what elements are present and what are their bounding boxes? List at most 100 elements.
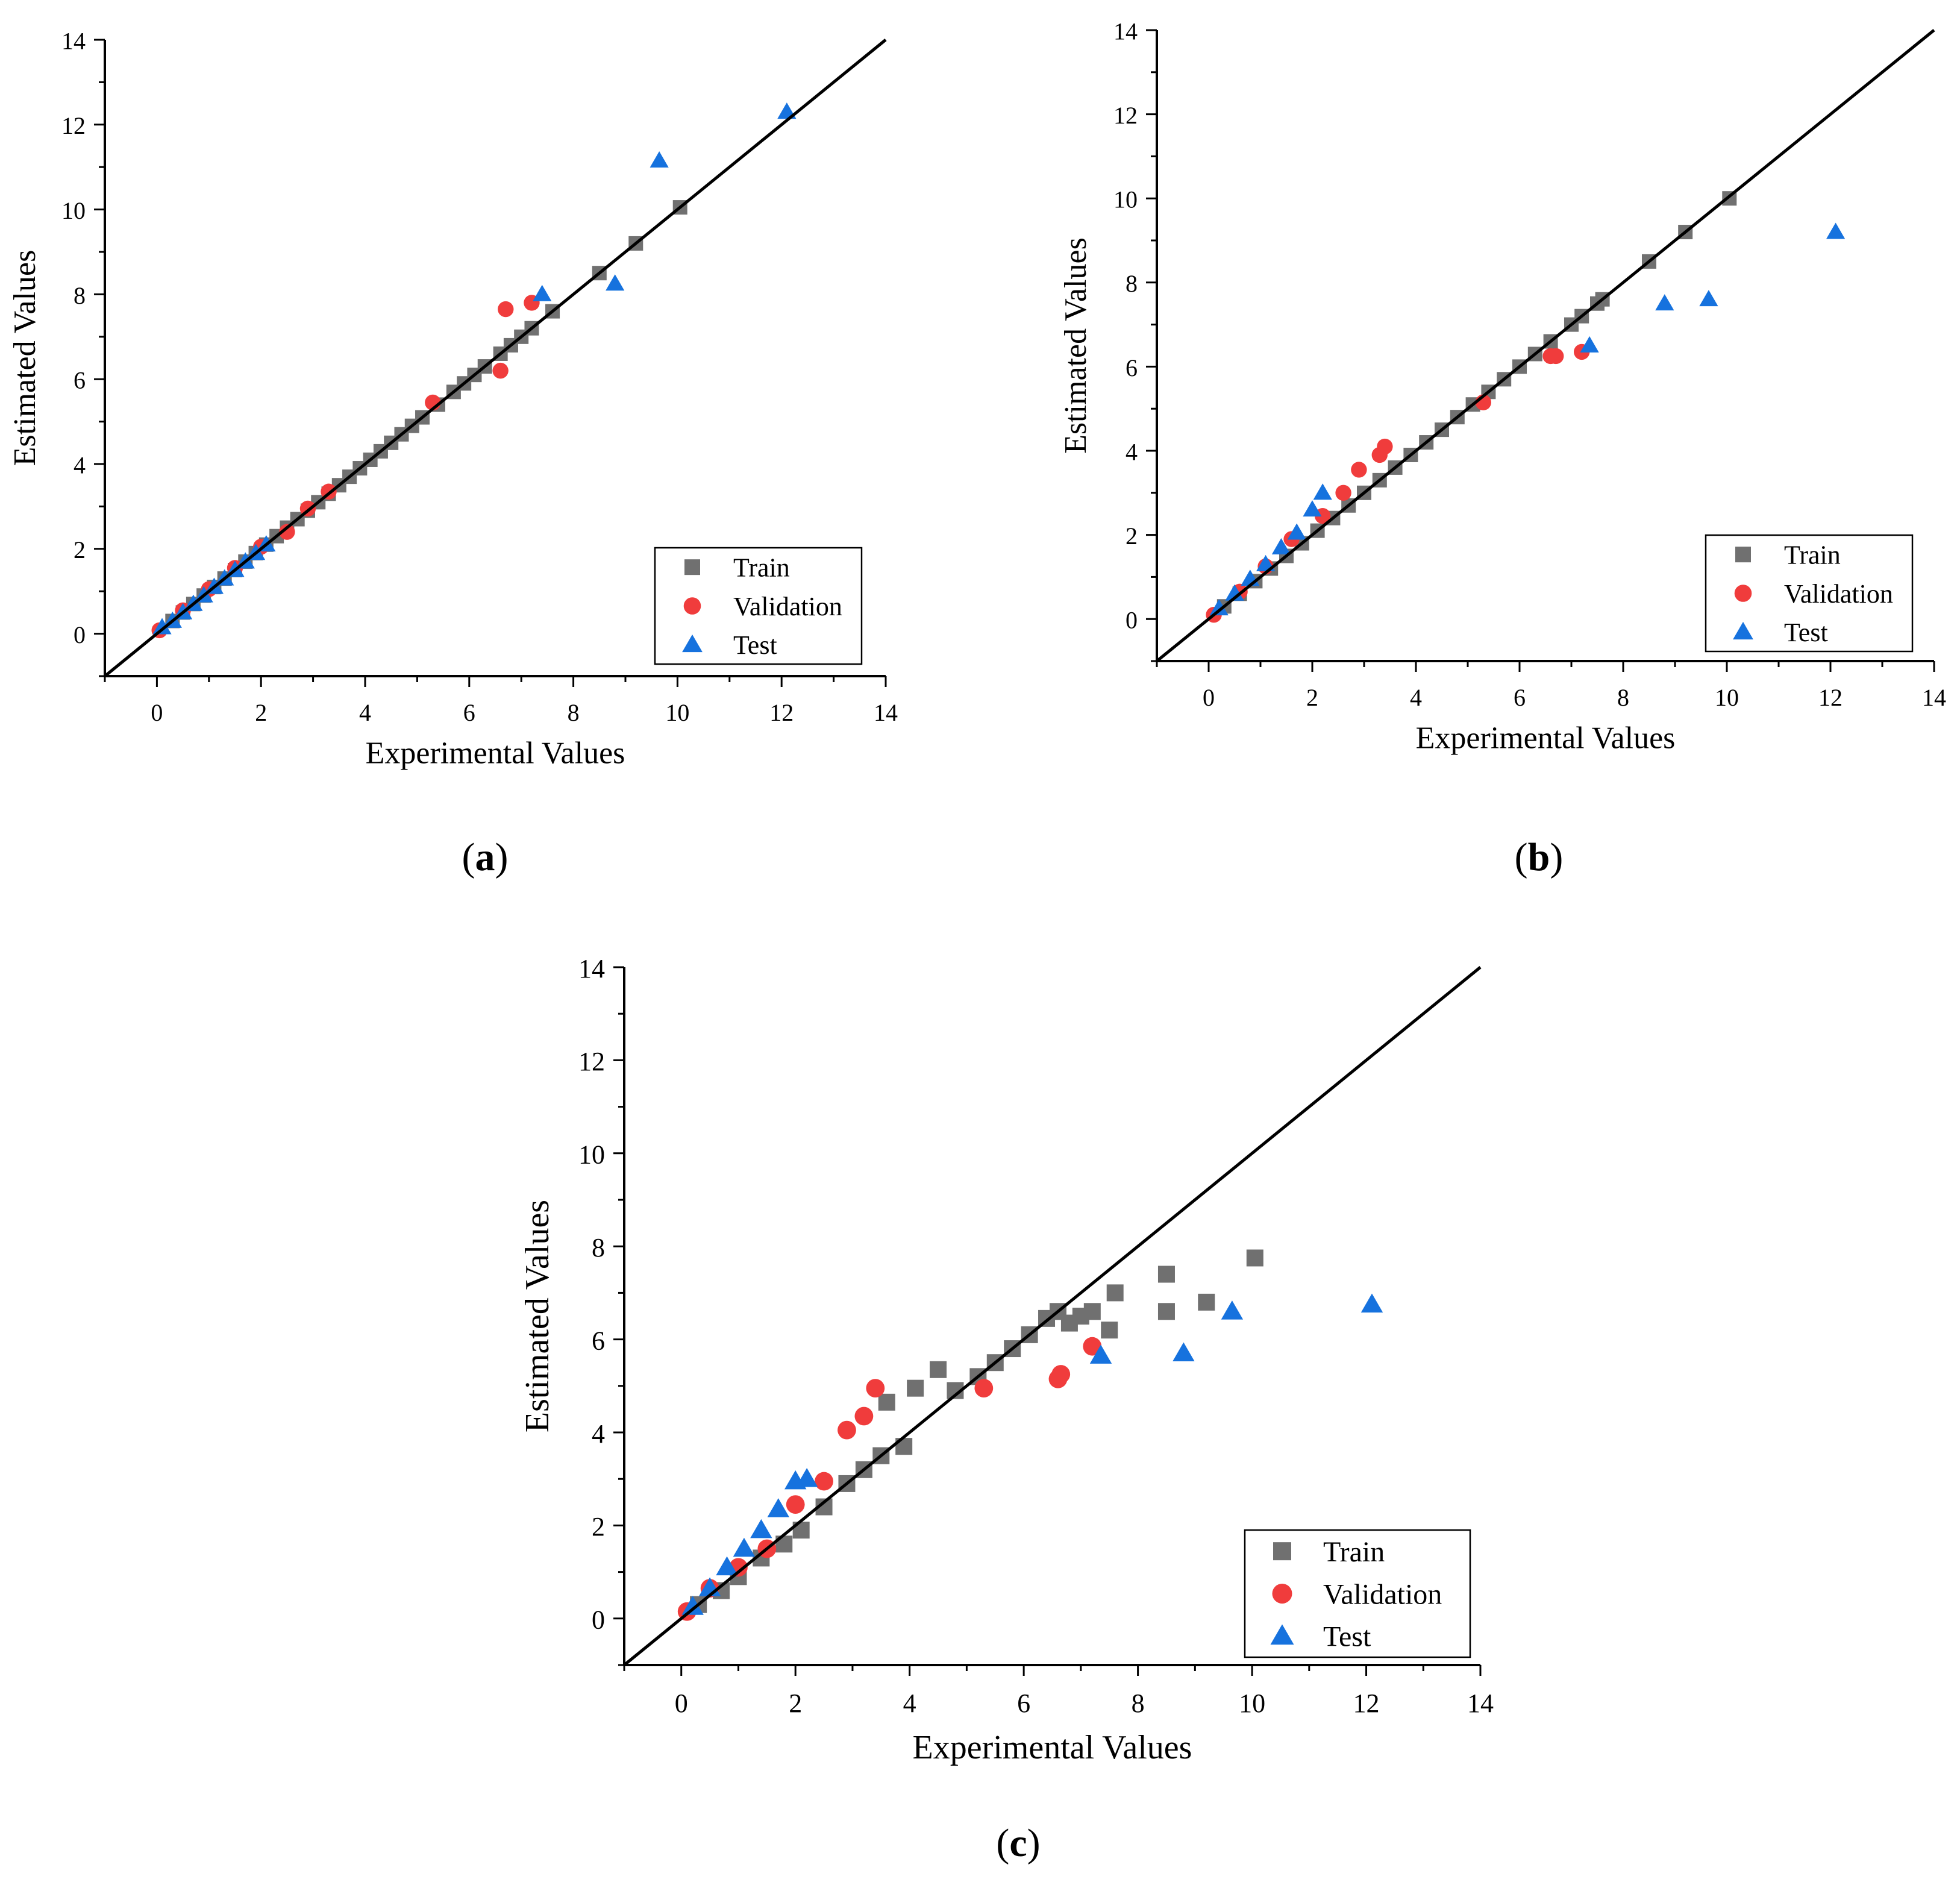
test-point [1287,523,1306,540]
train-point [1106,1284,1124,1302]
x-tick-label: 8 [1132,1689,1145,1718]
y-tick-label: 8 [74,282,86,309]
legend-label-train: Train [1784,541,1841,570]
validation-point [815,1472,833,1491]
panel-label-open-paren: ( [1515,835,1528,879]
test-point [533,284,552,301]
test-point [1209,599,1229,616]
x-tick-label: 2 [789,1689,802,1718]
train-point [907,1379,924,1397]
test-point [1225,584,1244,601]
legend-label-train: Train [1323,1536,1385,1568]
y-tick-label: 10 [578,1140,605,1170]
x-tick-label: 12 [1818,684,1843,711]
x-tick-label: 14 [1467,1689,1494,1718]
train-point [1246,1249,1263,1267]
y-tick-label: 0 [592,1605,605,1635]
x-tick-label: 8 [568,699,580,726]
train-point [1157,1303,1175,1320]
panel-label-open-paren: ( [996,1821,1009,1865]
x-tick-label: 0 [151,699,163,726]
legend-label-validation: Validation [1784,579,1893,609]
y-tick-label: 4 [74,451,86,478]
validation-point [838,1420,856,1440]
y-axis-label: Estimated Values [519,1200,556,1432]
test-point [1360,1293,1383,1313]
x-tick-label: 6 [1514,684,1526,711]
y-tick-label: 0 [1126,607,1138,634]
x-tick-label: 14 [874,699,898,726]
square-marker-icon [684,559,700,575]
train-point [930,1361,947,1378]
train-point [1083,1303,1101,1320]
test-point [1655,294,1674,311]
panel-b: 0 2 4 6 8 10 12 14 0 2 4 6 8 10 12 14 Experimental Value… [1059,17,1946,879]
y-tick-label: 4 [1126,438,1138,465]
legend-label-validation: Validation [733,592,842,621]
test-point [1271,538,1291,554]
y-tick-label: 2 [592,1512,605,1541]
legend-label-test: Test [733,630,777,660]
panel-label: (a) [462,835,509,879]
y-axis-label: Estimated Values [1059,237,1093,454]
test-point [795,1468,818,1487]
test-point [1089,1344,1112,1364]
identity-line [623,966,1482,1666]
validation-point [1051,1365,1071,1384]
validation-point [1335,485,1351,501]
train-point [1157,1265,1175,1283]
x-tick-label: 6 [463,699,475,726]
panel-label-close-paren: ) [1027,1821,1041,1865]
identity-line [1156,29,1935,662]
x-axis-label: Experimental Values [1416,721,1676,755]
series-validation [1206,343,1590,623]
test-point [1173,1342,1195,1362]
square-marker-icon [1273,1542,1291,1561]
y-tick-label: 6 [592,1326,605,1355]
panel-label-close-paren: ) [495,835,509,879]
validation-point [854,1407,874,1426]
circle-marker-icon [1734,585,1752,602]
train-point [1198,1293,1215,1311]
panel-label-letter: a [475,835,495,879]
y-tick-label: 10 [61,197,86,224]
x-tick-label: 2 [255,699,267,726]
y-tick-label: 2 [74,536,86,563]
legend-label-test: Test [1784,618,1828,647]
x-tick-label: 4 [1410,684,1422,711]
test-point [606,274,625,291]
legend-label-validation: Validation [1323,1578,1442,1610]
x-axis-label: Experimental Values [913,1729,1192,1766]
y-tick-label: 4 [592,1419,605,1449]
y-tick-label: 8 [1126,270,1138,297]
y-tick-label: 14 [578,954,605,983]
test-point [1221,1300,1244,1320]
y-tick-label: 12 [578,1047,605,1076]
x-tick-label: 2 [1306,684,1318,711]
panel-c: 0 2 4 6 8 10 12 14 0 2 4 6 8 10 12 14 Experimental Value… [519,954,1494,1865]
validation-point [1351,462,1367,478]
x-tick-label: 0 [675,1689,688,1718]
x-tick-label: 10 [1239,1689,1265,1718]
x-tick-label: 10 [665,699,689,726]
validation-point [1083,1337,1102,1356]
series-test [1209,222,1846,616]
test-point [681,1596,704,1615]
y-tick-label: 10 [1113,186,1138,213]
test-point [1303,500,1322,517]
panel-label-open-paren: ( [462,835,475,879]
x-axis-label: Experimental Values [366,736,625,770]
test-point [750,1519,772,1538]
panel-a: 0 2 4 6 8 10 12 14 0 2 4 6 8 10 12 14 Experimental Value… [8,27,898,879]
y-tick-label: 8 [592,1233,605,1262]
x-tick-label: 8 [1617,684,1629,711]
y-tick-label: 6 [1126,354,1138,381]
y-axis-label: Estimated Values [8,250,42,466]
validation-point [786,1495,805,1514]
panel-label: (b) [1515,835,1564,879]
test-point [1580,336,1599,353]
y-tick-label: 2 [1126,522,1138,550]
test-point [716,1556,738,1576]
x-tick-label: 4 [359,699,371,726]
